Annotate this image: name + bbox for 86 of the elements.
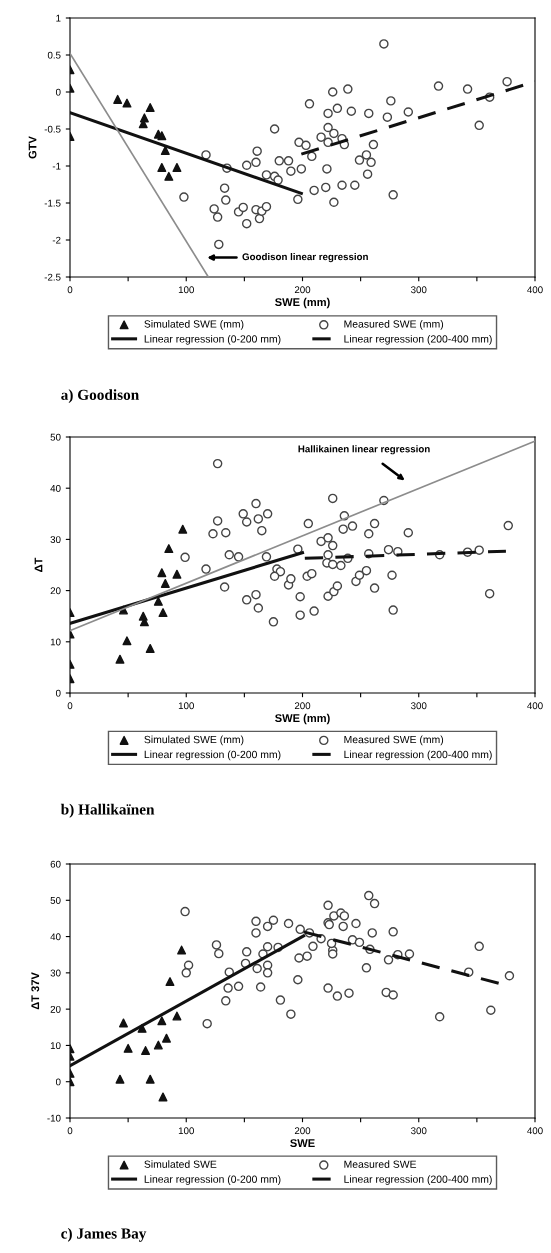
x-tick-label: 200 <box>294 286 311 294</box>
annotation: Hallikainen linear regression <box>298 445 430 455</box>
point <box>157 1016 167 1026</box>
point <box>123 1043 133 1053</box>
legend-label: Linear regression (200-400 mm) <box>344 750 492 761</box>
y-tick-label: 40 <box>50 484 61 492</box>
point <box>160 578 170 588</box>
point <box>122 98 132 108</box>
x-tick-label: 300 <box>411 1127 427 1135</box>
x-tick-label: 200 <box>294 702 311 710</box>
point <box>172 1011 182 1021</box>
point <box>157 131 167 141</box>
y-tick-label: 50 <box>50 897 61 904</box>
point <box>145 103 155 113</box>
y-tick-label: -10 <box>47 1114 61 1122</box>
legend-label: Measured SWE (mm) <box>344 735 444 746</box>
y-axis-title: ΔT <box>34 557 43 572</box>
x-tick-label: 0 <box>67 286 73 294</box>
x-tick-label: 300 <box>411 702 427 710</box>
y-tick-label: -2.5 <box>44 273 61 281</box>
y-tick-label: 40 <box>50 933 61 941</box>
y-tick-label: 10 <box>50 1042 61 1050</box>
y-tick-label: 10 <box>50 638 61 646</box>
point <box>145 643 155 653</box>
legend-label: Linear regression (200-400 mm) <box>344 334 492 345</box>
y-tick-label: 1 <box>56 14 61 22</box>
x-axis-title: SWE <box>290 1139 315 1148</box>
legend-label: Linear regression (0-200 mm) <box>144 334 281 345</box>
y-tick-label: 0 <box>55 88 61 96</box>
point <box>157 162 167 172</box>
y-axis-title: GTV <box>28 136 37 159</box>
point <box>164 544 174 554</box>
y-tick-label: 0.5 <box>47 51 61 59</box>
legend-label: Simulated SWE <box>144 1160 217 1168</box>
legend-label: Measured SWE <box>344 1160 417 1168</box>
y-tick-label: 0 <box>55 1078 61 1086</box>
legend-label: Linear regression (200-400 mm) <box>344 1175 492 1185</box>
text: a) Goodison <box>61 389 139 404</box>
point <box>164 171 174 181</box>
y-tick-label: 0 <box>55 689 61 697</box>
point <box>141 1046 151 1056</box>
point <box>122 636 132 646</box>
text: c) James Bay <box>61 1227 147 1242</box>
y-tick-label: -2 <box>52 236 61 244</box>
point <box>165 977 175 987</box>
y-tick-label: -1.5 <box>44 199 61 207</box>
x-axis-title: SWE (mm) <box>275 713 330 725</box>
legend-label: Simulated SWE (mm) <box>144 735 244 746</box>
x-tick-label: 200 <box>294 1127 311 1135</box>
x-tick-label: 0 <box>67 702 73 710</box>
point <box>145 1074 155 1084</box>
x-tick-label: 0 <box>67 1127 73 1135</box>
y-tick-label: -1 <box>52 162 61 170</box>
point <box>113 94 123 104</box>
legend-label: Linear regression (0-200 mm) <box>144 750 281 761</box>
x-axis-title: SWE (mm) <box>275 297 330 309</box>
x-tick-label: 100 <box>178 286 194 294</box>
text: b) Hallikaïnen <box>60 803 155 818</box>
legend-label: Measured SWE (mm) <box>344 320 444 330</box>
point <box>172 569 182 579</box>
y-tick-label: 20 <box>50 1005 61 1013</box>
legend-label: Simulated SWE (mm) <box>144 320 244 330</box>
annotation: Goodison linear regression <box>242 253 368 263</box>
x-tick-label: 400 <box>527 1127 543 1135</box>
y-tick-label: -0.5 <box>44 125 61 133</box>
y-tick-label: 20 <box>50 587 61 595</box>
x-tick-label: 300 <box>411 286 427 294</box>
y-tick-label: 30 <box>50 536 61 544</box>
x-tick-label: 400 <box>527 702 543 710</box>
y-tick-label: 60 <box>50 860 61 868</box>
point <box>158 608 168 618</box>
point <box>161 1033 171 1043</box>
legend-label: Linear regression (0-200 mm) <box>144 1175 281 1185</box>
point <box>157 568 167 578</box>
x-tick-label: 100 <box>178 702 194 710</box>
point <box>115 1074 125 1084</box>
x-tick-label: 400 <box>527 286 543 294</box>
point <box>177 945 187 955</box>
x-tick-label: 100 <box>178 1127 194 1135</box>
point <box>178 524 188 534</box>
point <box>172 162 182 172</box>
y-axis-title: ΔT 37V <box>31 972 40 1010</box>
y-tick-label: 50 <box>50 433 61 441</box>
y-tick-label: 30 <box>50 969 61 977</box>
point <box>115 654 125 664</box>
point <box>153 1040 163 1050</box>
